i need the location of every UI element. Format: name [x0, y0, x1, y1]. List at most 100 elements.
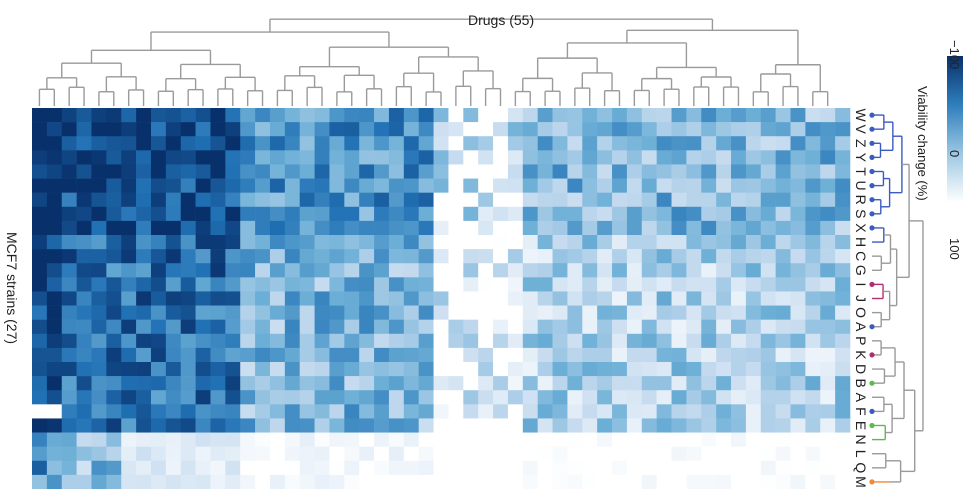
heatmap-cell [835, 291, 851, 306]
heatmap-cell [641, 277, 657, 292]
heatmap-cell [522, 390, 538, 405]
heatmap-cell [76, 404, 92, 419]
heatmap-cell [269, 178, 286, 193]
heatmap-cell [433, 376, 449, 391]
heatmap-cell [790, 333, 806, 349]
heatmap-cell [46, 404, 63, 419]
heatmap-cell [121, 178, 137, 193]
heatmap-cell [760, 446, 776, 462]
heatmap-cell [493, 347, 509, 363]
heatmap-cell [552, 333, 568, 349]
heatmap-cell [150, 333, 167, 349]
heatmap-cell [701, 347, 717, 363]
heatmap-cell [582, 164, 598, 179]
heatmap-cell [597, 108, 613, 123]
heatmap-cell [165, 432, 182, 447]
heatmap-cell [225, 432, 241, 447]
heatmap-cell [641, 460, 657, 476]
heatmap-cell [760, 150, 776, 165]
heatmap-cell [255, 376, 271, 391]
heatmap-cell [745, 150, 762, 165]
heatmap-cell [507, 150, 524, 165]
heatmap-cell [641, 136, 657, 151]
heatmap-cell [463, 474, 479, 490]
heatmap-cell [76, 122, 92, 137]
heatmap-cell [344, 150, 360, 165]
heatmap-cell [701, 122, 717, 137]
heatmap-cell [552, 263, 568, 278]
heatmap-cell [463, 164, 479, 179]
heatmap-cell [686, 362, 702, 377]
heatmap-cell [522, 432, 538, 447]
heatmap-cell [745, 220, 762, 236]
heatmap-cell [388, 333, 405, 349]
heatmap-cell [641, 164, 657, 179]
heatmap-cell [106, 150, 122, 165]
heatmap-cell [91, 150, 107, 165]
heatmap-cell [299, 164, 315, 179]
heatmap-cell [76, 178, 92, 193]
heatmap-cell [76, 460, 92, 476]
heatmap-cell [745, 108, 762, 123]
heatmap-cell [597, 249, 613, 264]
heatmap-cell [284, 206, 301, 222]
heatmap-cell [656, 347, 672, 363]
heatmap-cell [716, 432, 732, 447]
heatmap-cell [790, 319, 806, 335]
heatmap-cell [299, 460, 315, 476]
heatmap-cell [210, 291, 226, 306]
heatmap-cell [567, 333, 583, 349]
heatmap-cell [329, 376, 345, 391]
heatmap-cell [522, 108, 538, 123]
heatmap-cell [701, 249, 717, 264]
heatmap-cell [626, 108, 643, 123]
heatmap-cell [225, 305, 241, 320]
heatmap-cell [463, 249, 479, 264]
heatmap-cell [433, 432, 449, 447]
heatmap-cell [269, 249, 286, 264]
heatmap-cell [284, 192, 301, 208]
heatmap-cell [269, 404, 286, 419]
heatmap-cell [507, 277, 524, 292]
heatmap-cell [567, 249, 583, 264]
heatmap-cell [835, 192, 851, 208]
heatmap-cell [686, 432, 702, 447]
heatmap-cell [567, 418, 583, 433]
heatmap-cell [195, 178, 211, 193]
heatmap-cell [418, 277, 434, 292]
heatmap-cell [537, 249, 553, 264]
heatmap-cell [374, 235, 390, 250]
heatmap-cell [671, 460, 687, 476]
heatmap-cell [418, 446, 434, 462]
heatmap-cell [448, 305, 464, 320]
heatmap-cell [626, 263, 643, 278]
heatmap-cell [240, 108, 256, 123]
heatmap-cell [597, 432, 613, 447]
heatmap-cell [790, 192, 806, 208]
heatmap-cell [225, 390, 241, 405]
heatmap-cell [612, 122, 628, 137]
heatmap-cell [612, 164, 628, 179]
heatmap-cell [106, 249, 122, 264]
heatmap-cell [121, 206, 137, 222]
heatmap-cell [820, 418, 836, 433]
heatmap-cell [805, 418, 821, 433]
heatmap-cell [61, 376, 77, 391]
heatmap-cell [255, 390, 271, 405]
heatmap-cell [790, 263, 806, 278]
heatmap-cell [403, 220, 419, 236]
heatmap-cell [418, 178, 434, 193]
heatmap-cell [61, 446, 77, 462]
heatmap-cell [671, 333, 687, 349]
heatmap-cell [269, 263, 286, 278]
heatmap-cell [150, 206, 167, 222]
heatmap-cell [388, 150, 405, 165]
heatmap-cell [805, 446, 821, 462]
heatmap-cell [388, 446, 405, 462]
heatmap-cell [760, 235, 776, 250]
heatmap-cell [195, 319, 211, 335]
heatmap-cell [626, 164, 643, 179]
heatmap-cell [820, 150, 836, 165]
heatmap-cell [299, 220, 315, 236]
heatmap-cell [775, 305, 791, 320]
